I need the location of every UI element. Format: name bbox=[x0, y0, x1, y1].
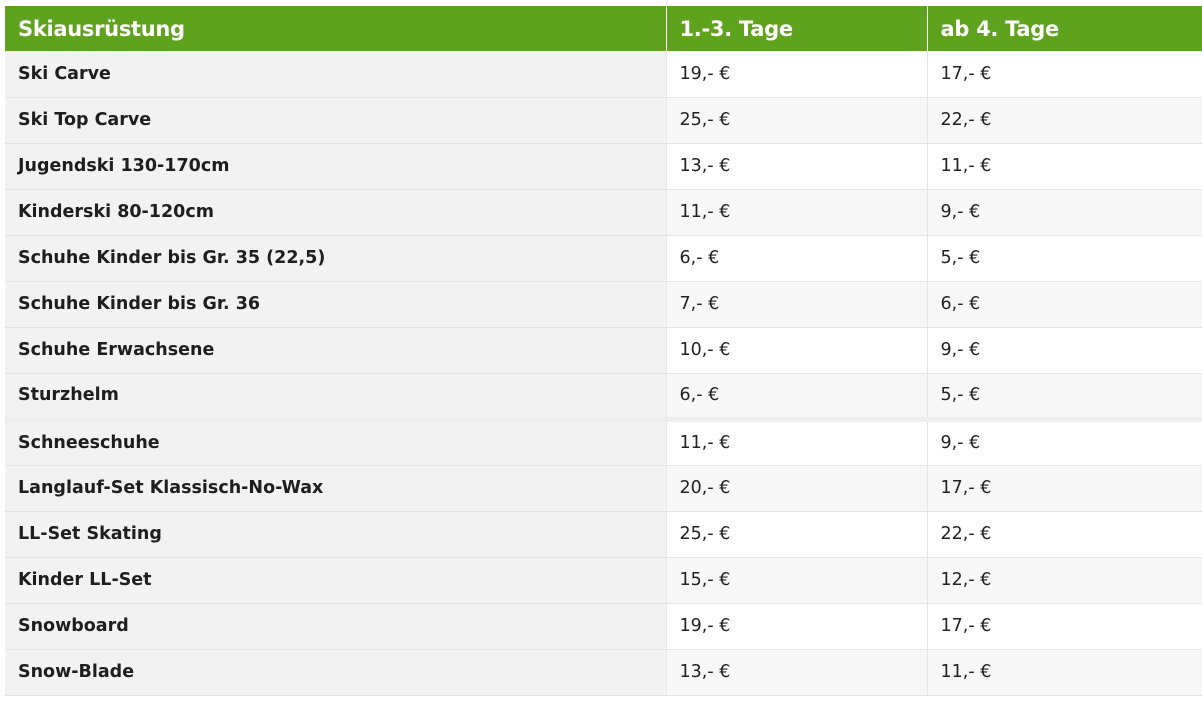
header-equipment: Skiausrüstung bbox=[5, 6, 667, 51]
table-row: LL-Set Skating 25,- € 22,- € bbox=[5, 511, 1202, 558]
row-price-4-plus: 9,- € bbox=[927, 189, 1202, 236]
row-price-1-3: 25,- € bbox=[666, 511, 928, 558]
row-price-4-plus: 17,- € bbox=[927, 603, 1202, 650]
table-row: Kinderski 80-120cm 11,- € 9,- € bbox=[5, 189, 1202, 236]
row-price-4-plus: 9,- € bbox=[927, 416, 1202, 466]
rental-price-table: Skiausrüstung 1.-3. Tage ab 4. Tage Ski … bbox=[5, 6, 1202, 696]
row-price-1-3: 19,- € bbox=[666, 51, 928, 98]
table-row: Kinder LL-Set 15,- € 12,- € bbox=[5, 557, 1202, 604]
row-item-name: LL-Set Skating bbox=[5, 511, 667, 558]
row-price-1-3: 11,- € bbox=[666, 416, 928, 466]
header-days-1-3: 1.-3. Tage bbox=[666, 6, 928, 51]
row-item-name: Schuhe Kinder bis Gr. 35 (22,5) bbox=[5, 235, 667, 282]
table-row: Snowboard 19,- € 17,- € bbox=[5, 603, 1202, 650]
row-item-name: Kinderski 80-120cm bbox=[5, 189, 667, 236]
table-row: Sturzhelm 6,- € 5,- € bbox=[5, 373, 1202, 420]
row-item-name: Snow-Blade bbox=[5, 649, 667, 696]
table-row: Schneeschuhe 11,- € 9,- € bbox=[5, 416, 1202, 466]
row-price-4-plus: 11,- € bbox=[927, 143, 1202, 190]
row-item-name: Ski Top Carve bbox=[5, 97, 667, 144]
table-row: Ski Top Carve 25,- € 22,- € bbox=[5, 97, 1202, 144]
row-price-4-plus: 17,- € bbox=[927, 51, 1202, 98]
row-item-name: Ski Carve bbox=[5, 51, 667, 98]
table-row: Schuhe Kinder bis Gr. 35 (22,5) 6,- € 5,… bbox=[5, 235, 1202, 282]
row-item-name: Langlauf-Set Klassisch-No-Wax bbox=[5, 465, 667, 512]
table-row: Snow-Blade 13,- € 11,- € bbox=[5, 649, 1202, 696]
row-price-4-plus: 22,- € bbox=[927, 511, 1202, 558]
header-row: Skiausrüstung 1.-3. Tage ab 4. Tage bbox=[5, 6, 1202, 51]
row-price-1-3: 13,- € bbox=[666, 649, 928, 696]
table-row: Ski Carve 19,- € 17,- € bbox=[5, 51, 1202, 98]
row-price-4-plus: 11,- € bbox=[927, 649, 1202, 696]
row-item-name: Schuhe Erwachsene bbox=[5, 327, 667, 374]
row-price-4-plus: 9,- € bbox=[927, 327, 1202, 374]
row-price-1-3: 13,- € bbox=[666, 143, 928, 190]
row-price-4-plus: 6,- € bbox=[927, 281, 1202, 328]
row-price-1-3: 19,- € bbox=[666, 603, 928, 650]
row-price-1-3: 11,- € bbox=[666, 189, 928, 236]
row-price-1-3: 6,- € bbox=[666, 235, 928, 282]
row-price-4-plus: 5,- € bbox=[927, 235, 1202, 282]
row-item-name: Schneeschuhe bbox=[5, 416, 667, 466]
table-row: Schuhe Erwachsene 10,- € 9,- € bbox=[5, 327, 1202, 374]
row-price-1-3: 25,- € bbox=[666, 97, 928, 144]
table-header: Skiausrüstung 1.-3. Tage ab 4. Tage bbox=[5, 6, 1202, 51]
header-days-4-plus: ab 4. Tage bbox=[927, 6, 1202, 51]
row-price-4-plus: 12,- € bbox=[927, 557, 1202, 604]
row-item-name: Snowboard bbox=[5, 603, 667, 650]
row-price-4-plus: 17,- € bbox=[927, 465, 1202, 512]
row-item-name: Kinder LL-Set bbox=[5, 557, 667, 604]
row-price-1-3: 10,- € bbox=[666, 327, 928, 374]
row-price-1-3: 6,- € bbox=[666, 373, 928, 420]
price-table-container: Skiausrüstung 1.-3. Tage ab 4. Tage Ski … bbox=[5, 6, 1202, 696]
row-price-4-plus: 5,- € bbox=[927, 373, 1202, 420]
row-price-1-3: 15,- € bbox=[666, 557, 928, 604]
table-row: Jugendski 130-170cm 13,- € 11,- € bbox=[5, 143, 1202, 190]
row-price-1-3: 20,- € bbox=[666, 465, 928, 512]
row-item-name: Sturzhelm bbox=[5, 373, 667, 420]
table-row: Langlauf-Set Klassisch-No-Wax 20,- € 17,… bbox=[5, 465, 1202, 512]
row-item-name: Schuhe Kinder bis Gr. 36 bbox=[5, 281, 667, 328]
table-row: Schuhe Kinder bis Gr. 36 7,- € 6,- € bbox=[5, 281, 1202, 328]
table-body: Ski Carve 19,- € 17,- € Ski Top Carve 25… bbox=[5, 51, 1202, 696]
row-price-1-3: 7,- € bbox=[666, 281, 928, 328]
row-price-4-plus: 22,- € bbox=[927, 97, 1202, 144]
row-item-name: Jugendski 130-170cm bbox=[5, 143, 667, 190]
